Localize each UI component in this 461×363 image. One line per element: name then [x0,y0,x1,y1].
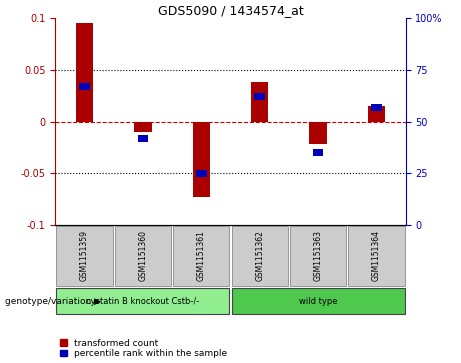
Title: GDS5090 / 1434574_at: GDS5090 / 1434574_at [158,4,303,17]
Bar [251,82,268,122]
Bar [79,83,90,90]
FancyBboxPatch shape [173,226,229,286]
FancyBboxPatch shape [115,226,171,286]
Bar [193,122,210,197]
Text: genotype/variation ▶: genotype/variation ▶ [5,297,100,306]
FancyBboxPatch shape [57,288,229,314]
FancyBboxPatch shape [232,226,288,286]
FancyBboxPatch shape [349,226,404,286]
Text: GSM1151361: GSM1151361 [197,231,206,281]
FancyBboxPatch shape [57,226,112,286]
Bar [76,23,93,122]
Bar [309,122,327,144]
Text: GSM1151359: GSM1151359 [80,231,89,281]
Bar [254,93,265,101]
Text: wild type: wild type [299,297,337,306]
Bar [313,149,323,156]
Bar [371,103,382,111]
Bar [196,170,207,177]
Bar [368,106,385,122]
Text: GSM1151363: GSM1151363 [313,231,323,281]
Text: GSM1151362: GSM1151362 [255,231,264,281]
Bar [138,135,148,142]
Text: cystatin B knockout Cstb-/-: cystatin B knockout Cstb-/- [86,297,200,306]
FancyBboxPatch shape [232,288,404,314]
FancyBboxPatch shape [290,226,346,286]
Legend: transformed count, percentile rank within the sample: transformed count, percentile rank withi… [60,339,227,359]
Text: GSM1151364: GSM1151364 [372,231,381,281]
Text: GSM1151360: GSM1151360 [138,231,148,281]
Bar [134,122,152,132]
